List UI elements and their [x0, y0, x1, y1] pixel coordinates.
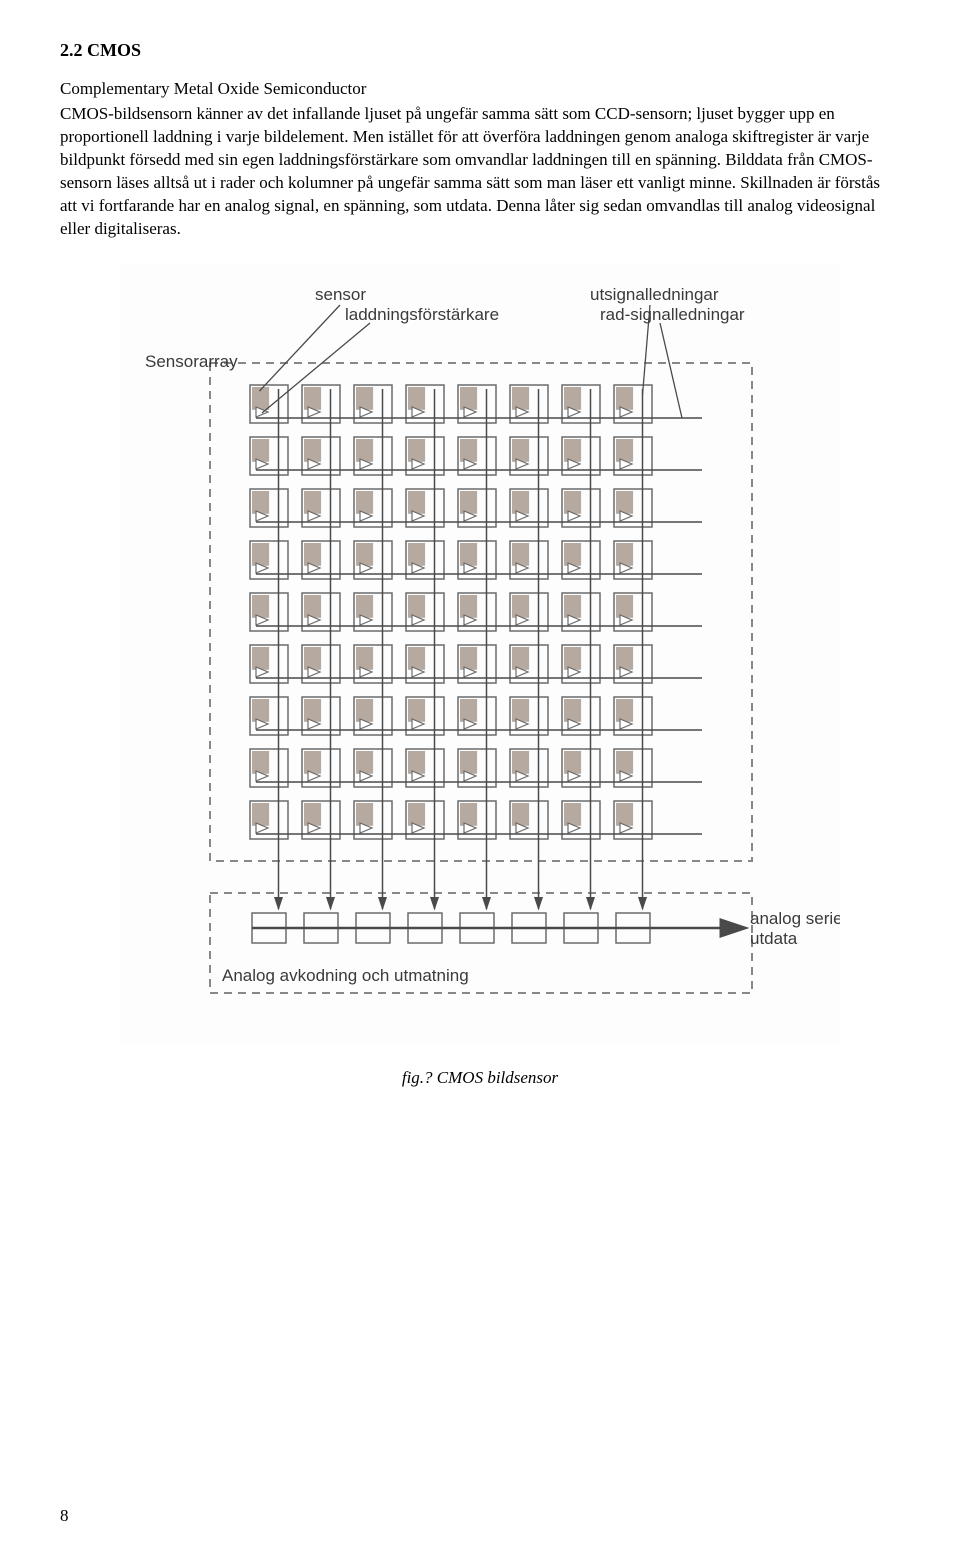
- svg-text:sensor: sensor: [315, 285, 366, 304]
- svg-text:utdata: utdata: [750, 929, 798, 948]
- svg-text:rad-signalledningar: rad-signalledningar: [600, 305, 745, 324]
- svg-text:analog seriell: analog seriell: [750, 909, 840, 928]
- svg-text:Analog avkodning och utmatning: Analog avkodning och utmatning: [222, 966, 469, 985]
- svg-text:laddningsförstärkare: laddningsförstärkare: [345, 305, 499, 324]
- svg-text:utsignalledningar: utsignalledningar: [590, 285, 719, 304]
- diagram-figure: sensorladdningsförstärkare utsignallednin…: [120, 265, 840, 1050]
- section-subtitle: Complementary Metal Oxide Semiconductor: [60, 79, 900, 99]
- figure-caption: fig.? CMOS bildsensor: [60, 1068, 900, 1088]
- page-number: 8: [60, 1506, 69, 1526]
- svg-text:Sensorarray: Sensorarray: [145, 352, 238, 371]
- cmos-diagram-svg: sensorladdningsförstärkare utsignallednin…: [120, 265, 840, 1045]
- section-heading: 2.2 CMOS: [60, 40, 900, 61]
- body-paragraph: CMOS-bildsensorn känner av det infalland…: [60, 103, 900, 241]
